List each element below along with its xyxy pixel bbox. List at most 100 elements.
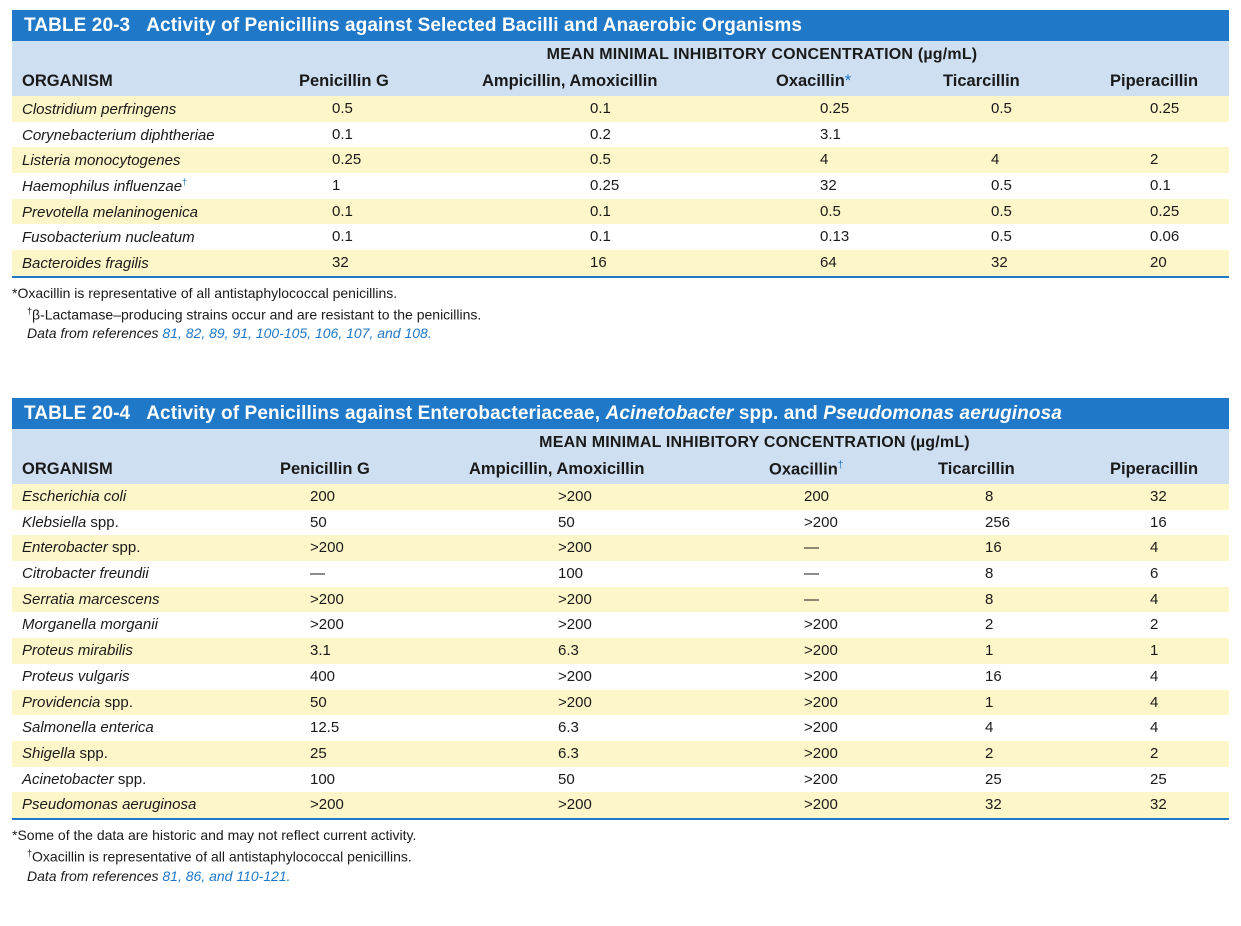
value-cell: 2 [1150, 616, 1159, 634]
value-cell: 1 [985, 693, 994, 711]
value-cell: >200 [804, 719, 838, 737]
value-cell: 0.5 [332, 100, 353, 117]
col-ampicillin: Ampicillin, Amoxicillin [469, 460, 645, 478]
table-20-3: TABLE 20-3 Activity of Penicillins agains… [12, 10, 1229, 343]
value-cell: >200 [310, 796, 344, 814]
value-cell: >200 [558, 667, 592, 685]
value-cell: >200 [804, 642, 838, 660]
organism-cell: Providencia spp. [22, 693, 133, 711]
value-cell: 1 [985, 642, 994, 660]
value-cell: 0.25 [1150, 202, 1180, 220]
col-penicillin-g: Penicillin G [299, 72, 389, 90]
value-cell: 0.5 [590, 151, 611, 169]
super-header: MEAN MINIMAL INHIBITORY CONCENTRATION (µ… [539, 434, 970, 451]
table-row: Citrobacter freundii — 100 — 8 6 [12, 561, 1229, 587]
value-cell: 16 [590, 254, 607, 272]
value-cell: 400 [310, 667, 336, 685]
value-cell: 0.5 [991, 100, 1012, 117]
reference-links[interactable]: 81, 82, 89, 91, 100-105, 106, 107, and 1… [162, 325, 432, 342]
value-cell: 20 [1150, 254, 1167, 272]
value-cell: 2 [985, 616, 994, 634]
value-cell: >200 [558, 590, 592, 608]
table-header: MEAN MINIMAL INHIBITORY CONCENTRATION (µ… [12, 429, 1229, 484]
value-cell: 32 [1150, 488, 1167, 505]
value-cell: 3.1 [820, 125, 841, 143]
organism-cell: Serratia marcescens [22, 590, 160, 608]
table-body: Clostridium perfringens 0.5 0.1 0.25 0.5 0.25… [12, 96, 1229, 278]
value-cell: 8 [985, 488, 994, 505]
table-row: Klebsiella spp. 50 50 >200 256 16 [12, 510, 1229, 536]
organism-cell: Morganella morganii [22, 616, 158, 634]
organism-cell: Fusobacterium nucleatum [22, 229, 195, 247]
table-row: Serratia marcescens >200 >200 — 8 4 [12, 586, 1229, 613]
value-cell: 200 [804, 488, 830, 505]
organism-cell: Shigella spp. [22, 744, 108, 762]
table-header: MEAN MINIMAL INHIBITORY CONCENTRATION (µ… [12, 41, 1229, 96]
col-penicillin-g: Penicillin G [280, 460, 370, 478]
footnote-2: †β-Lactamase–producing strains occur and… [27, 306, 482, 323]
organism-cell: Citrobacter freundii [22, 565, 149, 583]
value-cell: 0.1 [332, 202, 353, 220]
value-cell: 4 [1150, 539, 1159, 557]
value-cell: >200 [804, 513, 838, 531]
reference-links[interactable]: 81, 86, and 110-121. [162, 867, 291, 884]
table-title: Activity of Penicillins against Enteroba… [146, 403, 1062, 424]
organism-cell: Enterobacter spp. [22, 539, 141, 557]
value-cell: 0.5 [991, 177, 1012, 195]
table-row: Pseudomonas aeruginosa >200 >200 >200 32 32 [12, 792, 1229, 818]
value-cell: 6.3 [558, 719, 579, 737]
value-cell: 1 [332, 177, 341, 195]
col-ticarcillin: Ticarcillin [938, 460, 1015, 478]
value-cell: 0.1 [1150, 177, 1171, 195]
value-cell: 0.25 [332, 151, 362, 169]
table-title-bar: TABLE 20-4 Activity of Penicillins agains… [12, 398, 1229, 429]
value-cell: 4 [1150, 693, 1159, 711]
table-body: Escherichia coli 200 >200 200 8 32 Klebsiella … [12, 484, 1229, 820]
organism-cell: Proteus mirabilis [22, 642, 133, 660]
organism-cell: Clostridium perfringens [22, 101, 177, 118]
value-cell: 32 [991, 254, 1008, 272]
organism-cell: Escherichia coli [22, 488, 127, 505]
footnote-1: *Some of the data are historic and may n… [12, 826, 417, 843]
footnote-2: †Oxacillin is representative of all anti… [27, 848, 412, 866]
value-cell: 2 [985, 744, 994, 762]
value-cell: — [804, 565, 819, 583]
organism-cell: Corynebacterium diphtheriae [22, 126, 215, 144]
value-cell: >200 [558, 488, 592, 505]
table-row: Acinetobacter spp. 100 50 >200 25 25 [12, 767, 1229, 793]
table-row: Salmonella enterica 12.5 6.3 >200 4 4 [12, 715, 1229, 741]
table-row: Haemophilus influenzae† 1 0.25 32 0.5 0.1 [12, 173, 1229, 199]
organism-cell: Pseudomonas aeruginosa [22, 796, 197, 814]
value-cell: >200 [558, 539, 592, 557]
value-cell: >200 [310, 539, 344, 557]
value-cell: 1 [1150, 642, 1159, 660]
value-cell: 25 [310, 744, 327, 762]
organism-cell: Bacteroides fragilis [22, 255, 149, 273]
table-row: Proteus mirabilis 3.1 6.3 >200 1 1 [12, 638, 1229, 664]
value-cell: >200 [804, 693, 838, 711]
organism-cell: Haemophilus influenzae† [22, 177, 188, 196]
organism-cell: Acinetobacter spp. [22, 770, 147, 788]
value-cell: — [804, 590, 819, 608]
table-row: Prevotella melaninogenica 0.1 0.1 0.5 0.5 0.2… [12, 198, 1229, 225]
value-cell: 32 [1150, 796, 1167, 814]
table-row: Fusobacterium nucleatum 0.1 0.1 0.13 0.5 0.06 [12, 224, 1229, 250]
value-cell: 100 [310, 770, 336, 788]
col-piperacillin: Piperacillin [1110, 460, 1199, 478]
table-20-4: TABLE 20-4 Activity of Penicillins agains… [12, 398, 1229, 885]
col-ticarcillin: Ticarcillin [943, 72, 1020, 90]
value-cell: >200 [558, 693, 592, 711]
value-cell: 50 [310, 513, 327, 531]
value-cell: 0.1 [590, 100, 611, 117]
value-cell: >200 [804, 616, 838, 634]
oxacillin-footnote-mark: † [837, 460, 844, 471]
col-ampicillin: Ampicillin, Amoxicillin [482, 72, 658, 90]
value-cell: 0.1 [332, 125, 353, 143]
value-cell: 2 [1150, 151, 1159, 169]
value-cell: 8 [985, 590, 994, 608]
table-row: Escherichia coli 200 >200 200 8 32 [12, 484, 1229, 510]
value-cell: 0.13 [820, 228, 850, 246]
organism-cell: Prevotella melaninogenica [22, 203, 198, 221]
data-source-note: Data from references 81, 82, 89, 91, 100… [27, 325, 432, 342]
value-cell: 6 [1150, 565, 1159, 583]
